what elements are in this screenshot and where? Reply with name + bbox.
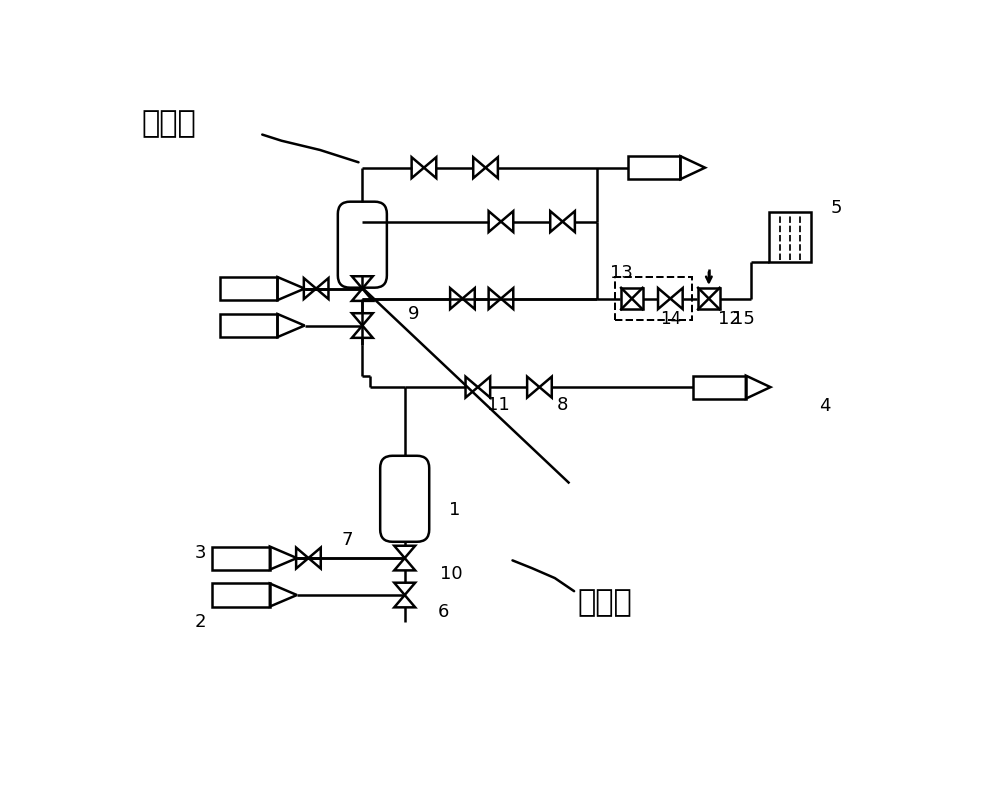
Bar: [698, 288, 720, 309]
Text: 15: 15: [732, 311, 755, 328]
Text: 12: 12: [718, 311, 741, 328]
Text: 3: 3: [195, 544, 206, 562]
Text: 11: 11: [487, 396, 510, 414]
Text: 6: 6: [438, 603, 449, 621]
Text: 第一组: 第一组: [141, 109, 196, 138]
Bar: [628, 156, 680, 179]
Text: 1: 1: [449, 501, 460, 520]
Text: 9: 9: [408, 305, 420, 323]
Text: 2: 2: [195, 613, 206, 631]
Bar: [615, 277, 692, 320]
FancyBboxPatch shape: [380, 456, 429, 541]
Text: 10: 10: [440, 565, 462, 583]
Text: 4: 4: [819, 397, 830, 416]
FancyBboxPatch shape: [338, 202, 387, 287]
Bar: [621, 288, 643, 309]
Bar: [220, 277, 277, 300]
Bar: [693, 375, 746, 399]
Text: 13: 13: [610, 264, 633, 282]
Bar: [212, 546, 270, 570]
Bar: [220, 314, 277, 337]
Text: 5: 5: [830, 199, 842, 218]
Text: 14: 14: [660, 311, 681, 328]
Bar: [769, 212, 811, 262]
Bar: [212, 583, 270, 607]
Text: 8: 8: [557, 396, 568, 414]
Text: 第二组: 第二组: [578, 588, 633, 617]
Text: 7: 7: [341, 530, 353, 549]
